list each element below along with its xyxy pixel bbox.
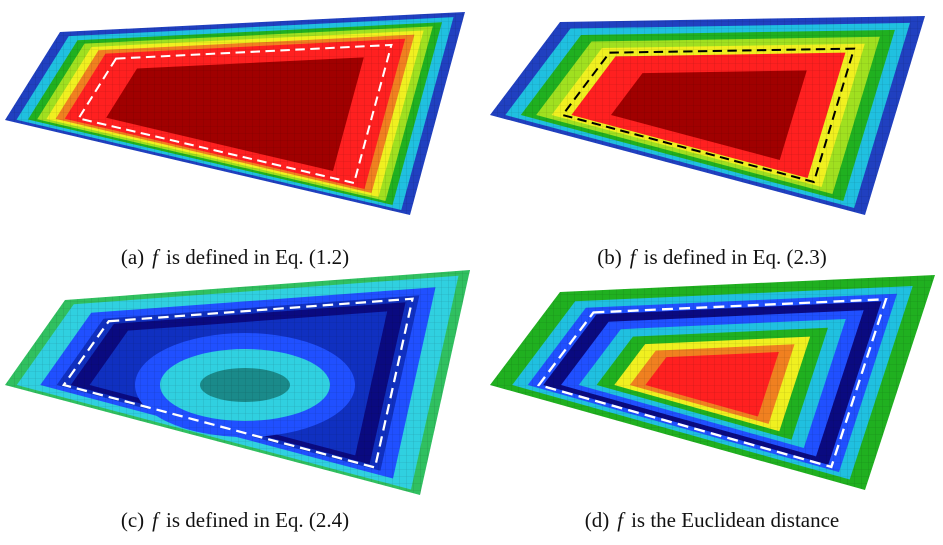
caption-text: is the Euclidean distance (631, 508, 839, 532)
caption-variable: f (152, 508, 161, 532)
surface-b (490, 16, 925, 215)
caption-text: is defined in Eq. (2.3) (644, 245, 827, 269)
caption-label: (d) (585, 508, 610, 532)
caption-label: (c) (121, 508, 144, 532)
caption-variable: f (617, 508, 626, 532)
caption-variable: f (630, 245, 639, 269)
caption-variable: f (152, 245, 161, 269)
caption-label: (a) (121, 245, 144, 269)
caption: (a) f is defined in Eq. (1.2) (121, 245, 349, 269)
caption: (d) f is the Euclidean distance (585, 508, 840, 532)
caption: (c) f is defined in Eq. (2.4) (121, 508, 349, 532)
surface-c (5, 270, 470, 495)
surface-a (5, 12, 465, 215)
caption-label: (b) (597, 245, 622, 269)
caption-text: is defined in Eq. (2.4) (166, 508, 349, 532)
caption-text: is defined in Eq. (1.2) (166, 245, 349, 269)
caption: (b) f is defined in Eq. (2.3) (597, 245, 826, 269)
surface-d (490, 275, 935, 490)
